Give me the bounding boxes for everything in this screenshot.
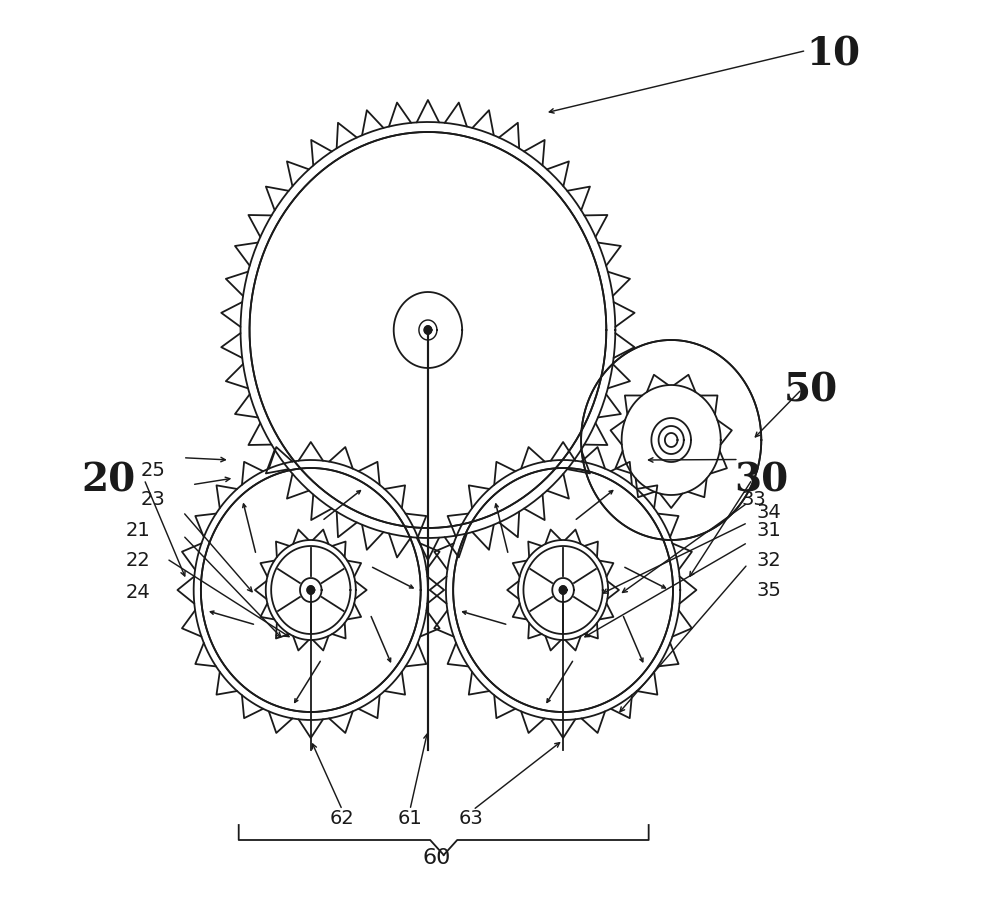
Text: 33: 33 (742, 490, 766, 509)
Polygon shape (424, 326, 432, 334)
Text: 60: 60 (423, 848, 451, 868)
Polygon shape (581, 340, 761, 540)
Text: 35: 35 (756, 580, 781, 599)
Text: 50: 50 (784, 371, 838, 409)
Text: 23: 23 (141, 490, 165, 509)
Polygon shape (307, 586, 314, 594)
Text: 24: 24 (125, 583, 150, 602)
Text: 30: 30 (734, 461, 788, 499)
Text: 21: 21 (125, 521, 150, 540)
Text: 25: 25 (141, 460, 166, 479)
Text: 32: 32 (756, 551, 781, 569)
Polygon shape (201, 468, 421, 712)
Text: 62: 62 (330, 808, 355, 827)
Text: 34: 34 (756, 504, 781, 523)
Text: 10: 10 (806, 36, 860, 74)
Text: 20: 20 (81, 461, 135, 499)
Text: 61: 61 (398, 808, 422, 827)
Text: 31: 31 (756, 521, 781, 540)
Text: 63: 63 (459, 808, 484, 827)
Polygon shape (250, 132, 606, 528)
Polygon shape (453, 468, 673, 712)
Text: 22: 22 (125, 551, 150, 569)
Polygon shape (559, 586, 567, 594)
